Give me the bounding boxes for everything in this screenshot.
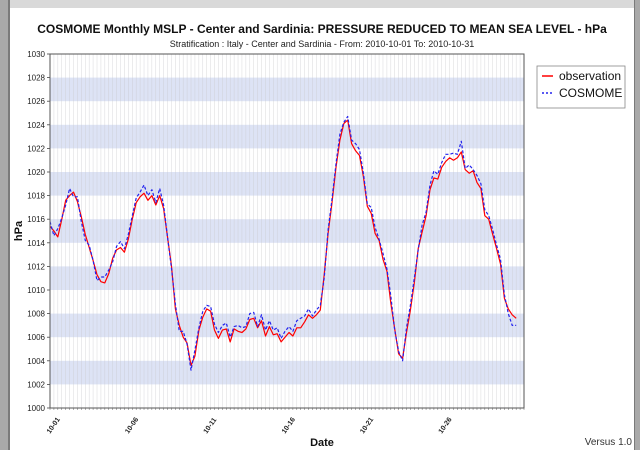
background-bands	[50, 77, 524, 385]
x-tick-label: 10-26	[438, 416, 454, 435]
x-tick-label: 10-06	[124, 416, 140, 435]
vertical-gridlines	[49, 54, 525, 408]
legend-label-cosmome: COSMOME	[559, 86, 622, 100]
grid-band	[50, 360, 524, 385]
y-tick-label: 1004	[27, 357, 45, 366]
y-tick-label: 1012	[27, 262, 45, 271]
window-frame-top	[10, 0, 634, 8]
y-tick-label: 1010	[27, 286, 45, 295]
y-tick-label: 1014	[27, 239, 45, 248]
y-tick-label: 1020	[27, 168, 45, 177]
plot-border	[49, 53, 525, 409]
grid-band	[50, 313, 524, 338]
x-axis-title: Date	[310, 437, 334, 449]
y-tick-label: 1008	[27, 310, 45, 319]
series-layer	[49, 115, 517, 371]
window-frame-right	[634, 0, 640, 450]
grid-band	[50, 219, 524, 243]
chart-title: COSMOME Monthly MSLP - Center and Sardin…	[37, 22, 607, 36]
series-line-observation	[49, 119, 517, 367]
legend-label-observation: observation	[559, 69, 621, 83]
version-label: Versus 1.0	[584, 437, 632, 448]
y-tick-label: 1000	[27, 404, 45, 413]
grid-band	[50, 124, 524, 149]
x-tick-label: 10-21	[359, 416, 375, 435]
grid-band	[50, 172, 524, 196]
y-tick-label: 1022	[27, 144, 45, 153]
y-tick-label: 1006	[27, 333, 45, 342]
y-tick-label: 1026	[27, 97, 45, 106]
legend: observation COSMOME	[536, 65, 626, 109]
chart-subtitle: Stratification : Italy - Center and Sard…	[169, 39, 475, 49]
x-tick-label: 10-16	[281, 416, 297, 435]
window-frame-left	[0, 0, 10, 450]
y-tick-label: 1018	[27, 192, 45, 201]
y-tick-label: 1016	[27, 215, 45, 224]
x-axis-ticks: 10-01 10-06 10-11 10-16 10-21 10-26	[46, 408, 525, 435]
y-tick-label: 1002	[27, 380, 45, 389]
legend-box	[536, 65, 626, 109]
y-tick-label: 1028	[27, 74, 45, 83]
y-tick-label: 1024	[27, 121, 45, 130]
grid-band	[50, 266, 524, 290]
x-tick-label: 10-01	[46, 416, 62, 435]
x-tick-label: 10-11	[203, 417, 219, 435]
y-tick-label: 1030	[27, 50, 45, 59]
grid-band	[50, 77, 524, 102]
y-axis-title: hPa	[13, 220, 25, 241]
series-line-cosmome	[49, 115, 517, 371]
y-axis-ticks: 1000 1002 1004 1006 1008 1010 1012 1014 1016 1018…	[27, 50, 50, 413]
